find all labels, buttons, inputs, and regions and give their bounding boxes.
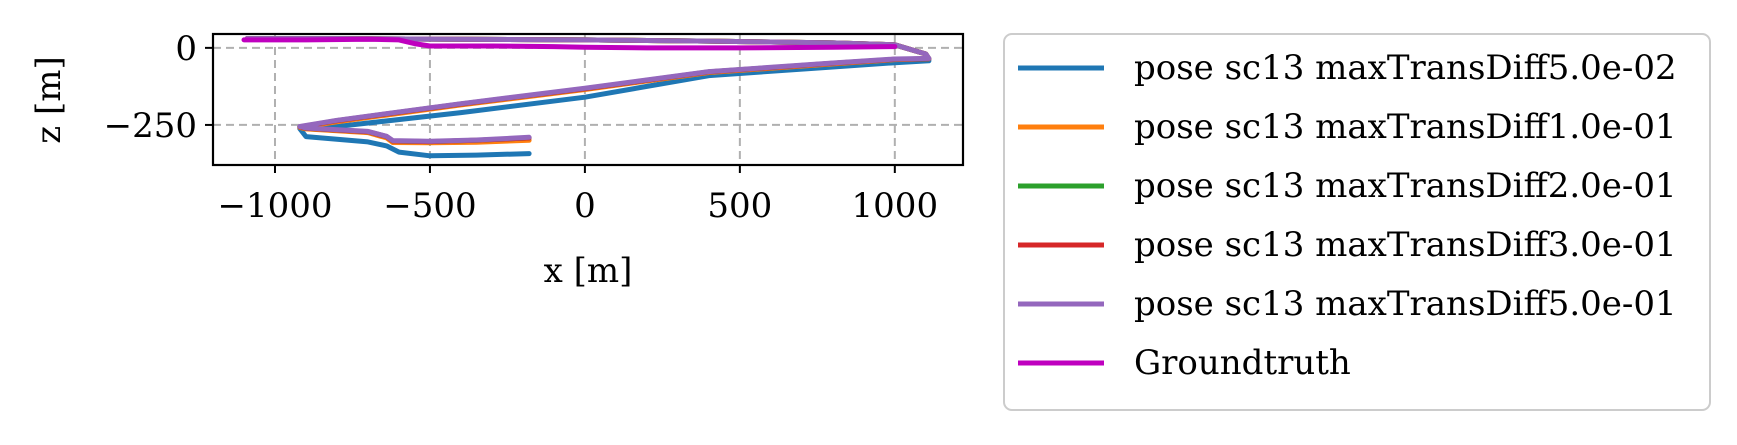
x-tick-label: −500 (383, 186, 476, 226)
x-tick-label: −1000 (217, 186, 332, 226)
series-line-6 (241, 36, 898, 51)
series-line-5 (244, 36, 932, 144)
plot-frame (211, 32, 965, 167)
x-axis-label: x [m] (544, 251, 633, 291)
tick-layer: −1000 −500 0 500 1000 0 −250 (104, 29, 938, 226)
grid-layer (213, 34, 963, 165)
x-tick-label: 1000 (852, 186, 939, 226)
legend: pose sc13 maxTransDiff5.0e-02 pose sc13 m… (1003, 33, 1711, 411)
x-tick-label: 500 (707, 186, 772, 226)
legend-frame (1003, 33, 1711, 411)
legend-label: pose sc13 maxTransDiff1.0e-01 (1134, 107, 1677, 147)
legend-label: pose sc13 maxTransDiff3.0e-01 (1134, 225, 1677, 265)
legend-items: pose sc13 maxTransDiff5.0e-02 pose sc13 m… (1018, 48, 1677, 383)
legend-label: Groundtruth (1134, 343, 1351, 383)
y-axis-label: z [m] (29, 56, 69, 144)
x-tick-label: 0 (574, 186, 596, 226)
legend-label: pose sc13 maxTransDiff5.0e-02 (1134, 48, 1677, 88)
y-tick-label: 0 (175, 29, 197, 69)
legend-label: pose sc13 maxTransDiff2.0e-01 (1134, 166, 1677, 206)
y-tick-label: −250 (104, 106, 197, 146)
series-layer (241, 36, 932, 159)
legend-label: pose sc13 maxTransDiff5.0e-01 (1134, 284, 1677, 324)
series-line-1 (244, 36, 932, 159)
